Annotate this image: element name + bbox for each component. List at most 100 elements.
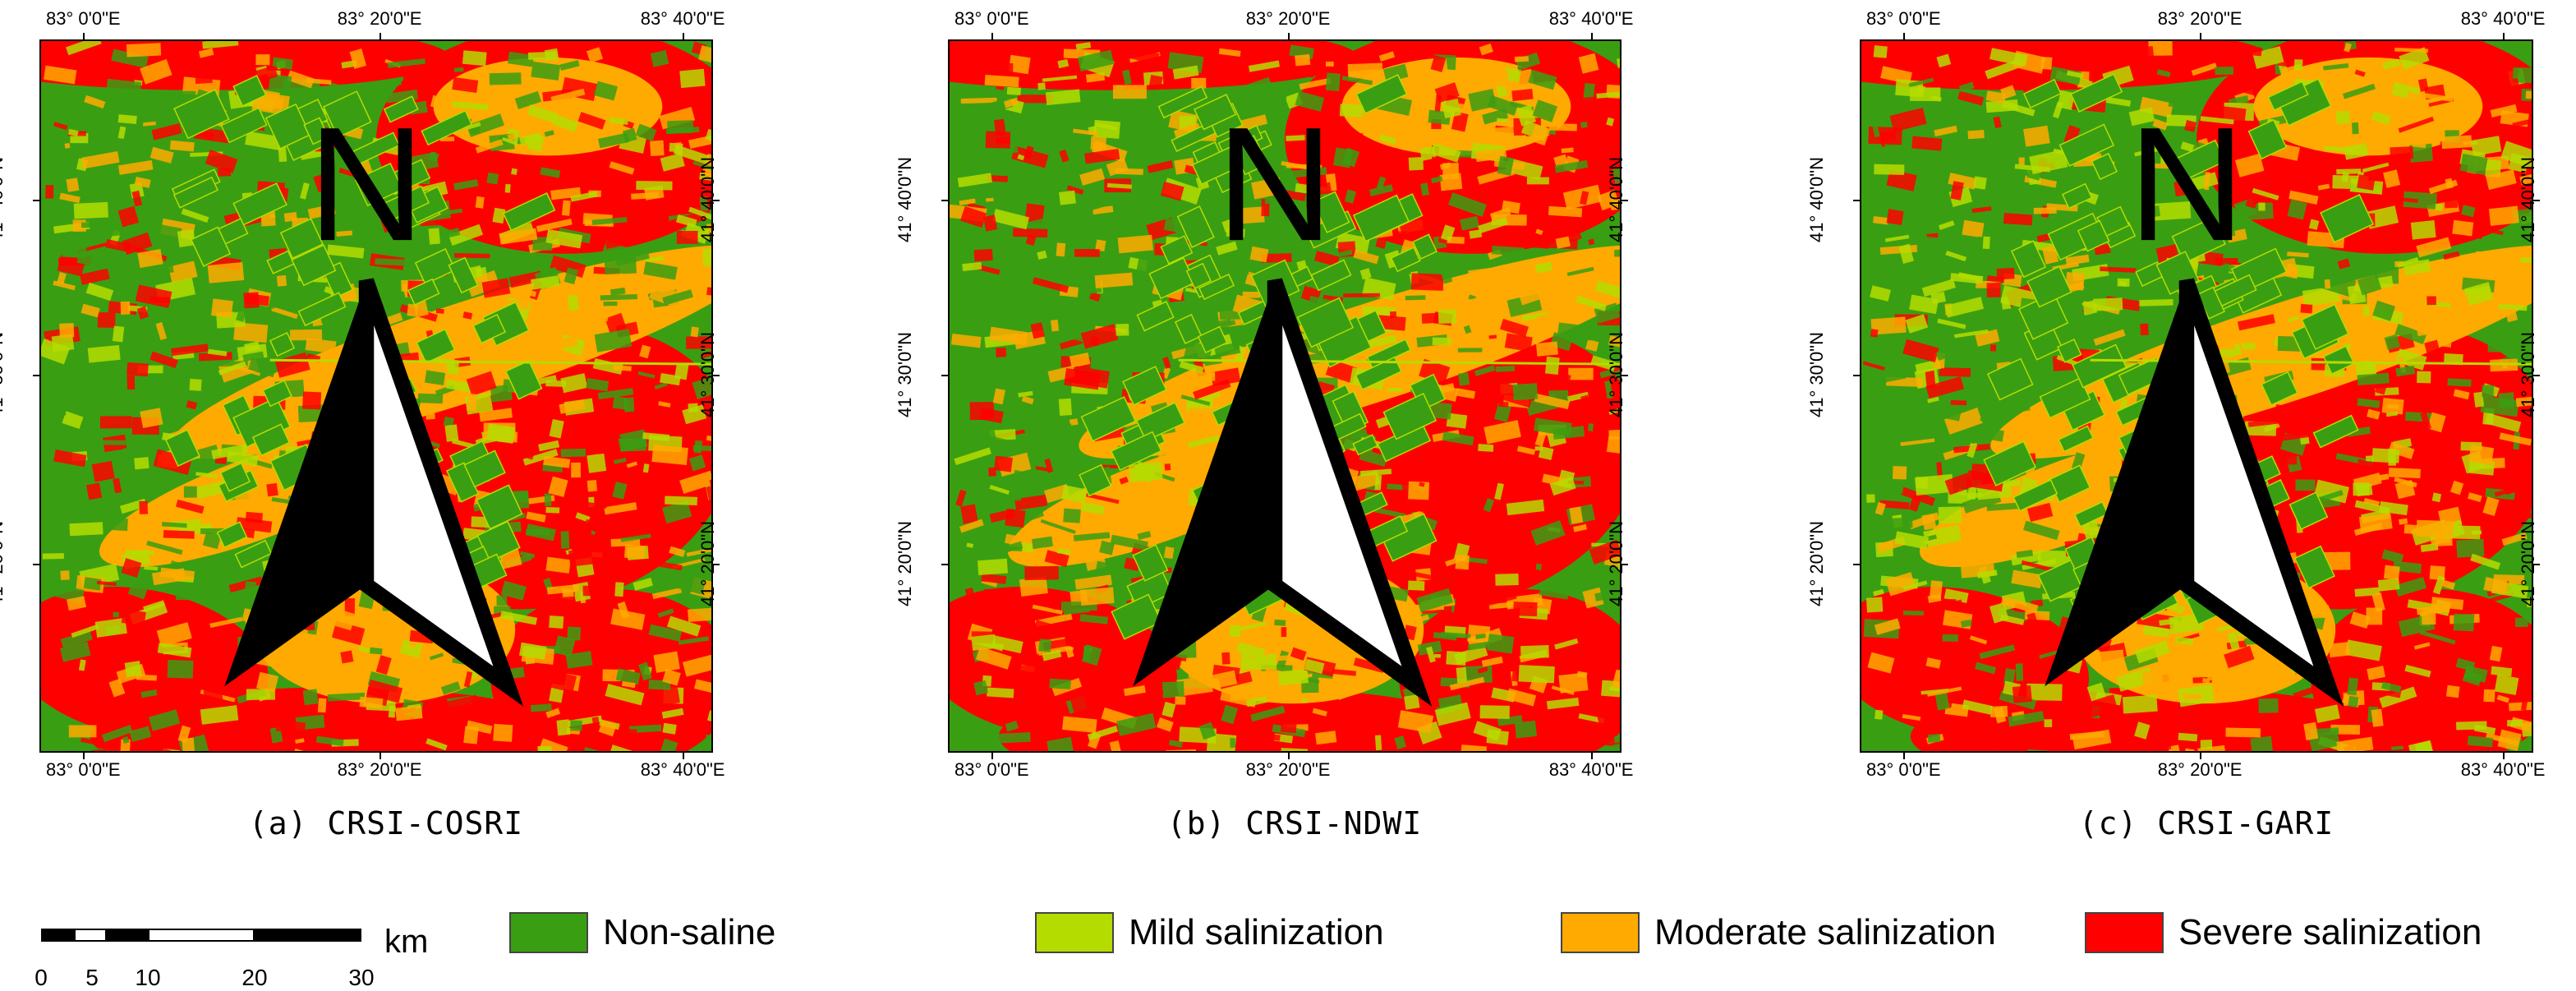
tick-mark: [991, 33, 993, 39]
panel-caption: (a) CRSI-COSRI: [0, 805, 772, 841]
longitude-label-top: 83° 40'0"E: [2461, 8, 2546, 30]
legend-swatch: [1035, 912, 1114, 953]
latitude-label-left: 41° 40'0"N: [0, 157, 7, 242]
latitude-label-left: 41° 20'0"N: [895, 521, 916, 606]
tick-mark: [1622, 375, 1628, 376]
legend-swatch: [2085, 912, 2164, 953]
tick-mark: [33, 375, 39, 376]
longitude-label-bottom: 83° 0'0"E: [46, 759, 121, 781]
legend-label: Mild salinization: [1129, 912, 1384, 953]
tick-mark: [713, 375, 720, 376]
longitude-label-bottom: 83° 0'0"E: [1866, 759, 1941, 781]
longitude-label-top: 83° 0'0"E: [46, 8, 121, 30]
tick-mark: [2200, 33, 2201, 39]
tick-mark: [1853, 200, 1860, 201]
svg-text:N: N: [308, 93, 426, 274]
tick-mark: [683, 753, 684, 759]
longitude-label-top: 83° 40'0"E: [1549, 8, 1634, 30]
tick-mark: [991, 753, 993, 759]
legend-swatch: [1561, 912, 1640, 953]
longitude-label-bottom: 83° 40'0"E: [641, 759, 725, 781]
legend-label: Moderate salinization: [1654, 912, 1996, 953]
scale-segment: [107, 929, 148, 942]
latitude-label-left: 41° 30'0"N: [1806, 332, 1828, 417]
longitude-label-bottom: 83° 20'0"E: [2158, 759, 2242, 781]
longitude-label-top: 83° 0'0"E: [1866, 8, 1941, 30]
tick-mark: [380, 753, 381, 759]
tick-mark: [713, 200, 720, 201]
north-arrow-icon: N: [39, 58, 702, 753]
scale-tick-label: 20: [242, 965, 267, 991]
legend-item: Moderate salinization: [1561, 912, 1996, 953]
latitude-label-left: 41° 20'0"N: [0, 521, 7, 606]
scale-segment: [74, 929, 107, 942]
latitude-label-left: 41° 30'0"N: [895, 332, 916, 417]
tick-mark: [941, 564, 948, 565]
longitude-label-top: 83° 0'0"E: [954, 8, 1029, 30]
tick-mark: [2533, 375, 2540, 376]
tick-mark: [2503, 33, 2505, 39]
tick-mark: [33, 200, 39, 201]
tick-mark: [33, 564, 39, 565]
scale-tick-label: 5: [85, 965, 99, 991]
tick-mark: [2200, 753, 2201, 759]
tick-mark: [2533, 564, 2540, 565]
tick-mark: [713, 564, 720, 565]
panel-caption: (c) CRSI-GARI: [1820, 805, 2576, 841]
tick-mark: [83, 33, 85, 39]
longitude-label-top: 83° 40'0"E: [641, 8, 725, 30]
panel-caption: (b) CRSI-NDWI: [908, 805, 1681, 841]
longitude-label-bottom: 83° 40'0"E: [2461, 759, 2546, 781]
tick-mark: [941, 200, 948, 201]
longitude-label-bottom: 83° 0'0"E: [954, 759, 1029, 781]
longitude-label-bottom: 83° 20'0"E: [1246, 759, 1331, 781]
legend-item: Mild salinization: [1035, 912, 1384, 953]
tick-mark: [1853, 564, 1860, 565]
longitude-label-top: 83° 20'0"E: [2158, 8, 2242, 30]
legend-label: Non-saline: [603, 912, 775, 953]
latitude-label-left: 41° 40'0"N: [895, 157, 916, 242]
tick-mark: [1903, 33, 1905, 39]
scale-tick-label: 10: [135, 965, 160, 991]
tick-mark: [380, 33, 381, 39]
map-panel-c: N 83° 0'0"E 83° 20'0"E 83° 40'0"E 83° 0'0"E 8…: [1820, 0, 2576, 863]
tick-mark: [1288, 753, 1290, 759]
salinity-map: N: [39, 39, 713, 753]
tick-mark: [1622, 200, 1628, 201]
longitude-label-top: 83° 20'0"E: [338, 8, 422, 30]
scale-tick-label: 30: [348, 965, 374, 991]
svg-text:N: N: [2128, 93, 2246, 274]
longitude-label-bottom: 83° 40'0"E: [1549, 759, 1634, 781]
latitude-label-left: 41° 40'0"N: [1806, 157, 1828, 242]
tick-mark: [1853, 375, 1860, 376]
map-panel-a: N 83° 0'0"E 83° 20'0"E 83° 40'0"E 83° 0'0"E 8…: [0, 0, 772, 863]
tick-mark: [1288, 33, 1290, 39]
salinity-map: N: [948, 39, 1622, 753]
legend-swatch: [509, 912, 588, 953]
salinity-map: N: [1860, 39, 2533, 753]
scale-segment: [41, 929, 74, 942]
legend-item: Non-saline: [509, 912, 775, 953]
north-arrow-icon: N: [948, 58, 1610, 753]
latitude-label-left: 41° 30'0"N: [0, 332, 7, 417]
map-panel-b: N 83° 0'0"E 83° 20'0"E 83° 40'0"E 83° 0'0"E 8…: [908, 0, 1681, 863]
tick-mark: [2503, 753, 2505, 759]
tick-mark: [683, 33, 684, 39]
tick-mark: [1591, 753, 1593, 759]
legend-label: Severe salinization: [2178, 912, 2482, 953]
latitude-label-left: 41° 20'0"N: [1806, 521, 1828, 606]
tick-mark: [83, 753, 85, 759]
tick-mark: [1622, 564, 1628, 565]
scale-unit: km: [384, 924, 428, 961]
tick-mark: [1591, 33, 1593, 39]
tick-mark: [2533, 200, 2540, 201]
scale-segment: [148, 929, 255, 942]
scale-segment: [255, 929, 361, 942]
tick-mark: [1903, 753, 1905, 759]
scale-tick-label: 0: [34, 965, 48, 991]
svg-text:N: N: [1217, 93, 1334, 274]
north-arrow-icon: N: [1860, 58, 2522, 753]
tick-mark: [941, 375, 948, 376]
legend-item: Severe salinization: [2085, 912, 2482, 953]
